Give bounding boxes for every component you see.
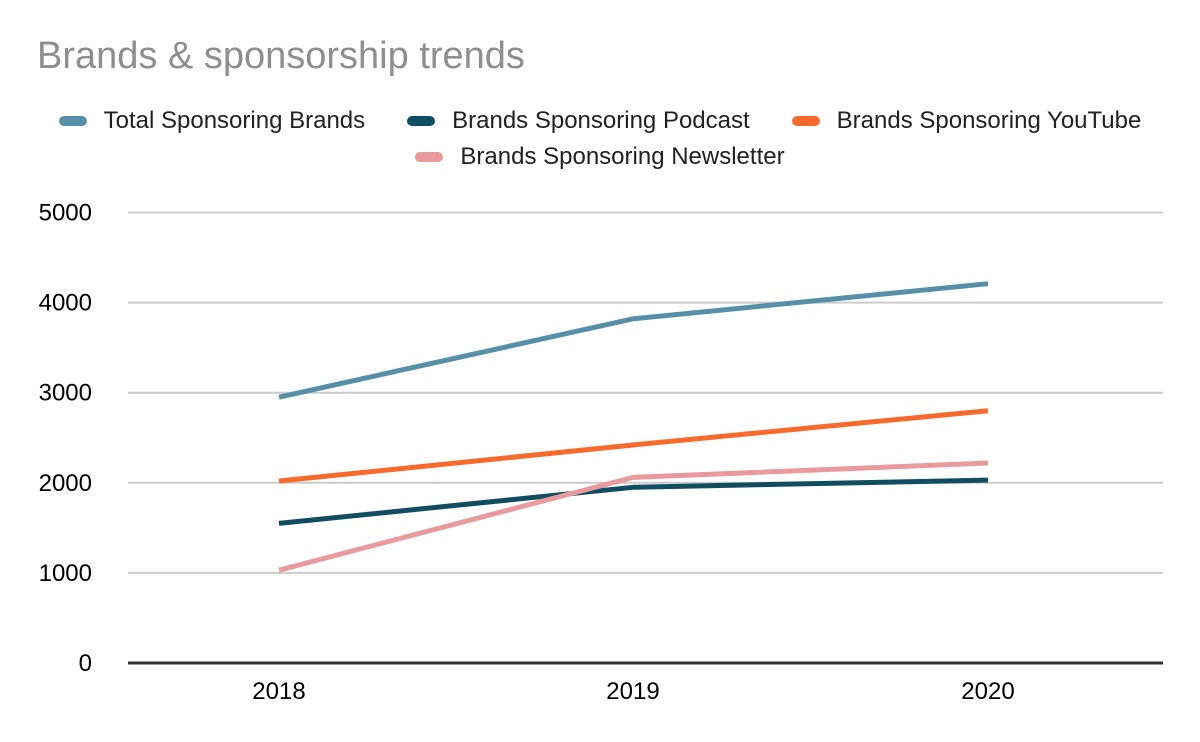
x-axis-tick-label: 2020 [961, 678, 1014, 705]
legend-label: Brands Sponsoring Podcast [452, 107, 750, 134]
y-axis-tick-label: 5000 [39, 200, 92, 227]
legend-label: Total Sponsoring Brands [103, 107, 366, 134]
legend-item-brands-sponsoring-youtube: Brands Sponsoring YouTube [791, 107, 1142, 134]
legend-swatch-icon [791, 115, 820, 126]
chart-title: Brands & sponsorship trends [37, 35, 525, 77]
legend-swatch-icon [415, 151, 444, 162]
series-line-brands-sponsoring-youtube [278, 408, 989, 484]
x-axis-tick-label: 2018 [252, 678, 305, 705]
legend-swatch-icon [58, 115, 87, 126]
legend-label: Brands Sponsoring Newsletter [460, 143, 785, 171]
series-line-brands-sponsoring-podcast [278, 477, 989, 526]
series-line-brands-sponsoring-newsletter [278, 460, 989, 573]
legend-label: Brands Sponsoring YouTube [836, 107, 1142, 134]
series-line-total-sponsoring-brands [278, 281, 989, 400]
y-axis-tick-label: 1000 [39, 560, 92, 587]
y-axis-tick-label: 3000 [39, 380, 92, 407]
legend-item-brands-sponsoring-newsletter: Brands Sponsoring Newsletter [415, 143, 785, 171]
y-axis-tick-label: 0 [79, 650, 92, 677]
y-axis-tick-label: 4000 [39, 290, 92, 317]
x-axis-tick-label: 2019 [606, 678, 659, 705]
y-axis-tick-label: 2000 [39, 470, 92, 497]
legend-item-brands-sponsoring-podcast: Brands Sponsoring Podcast [407, 108, 750, 133]
legend-item-total-sponsoring-brands: Total Sponsoring Brands [58, 107, 366, 134]
chart-legend: Total Sponsoring Brands Brands Sponsoring… [50, 108, 1150, 169]
legend-swatch-icon [407, 115, 436, 126]
